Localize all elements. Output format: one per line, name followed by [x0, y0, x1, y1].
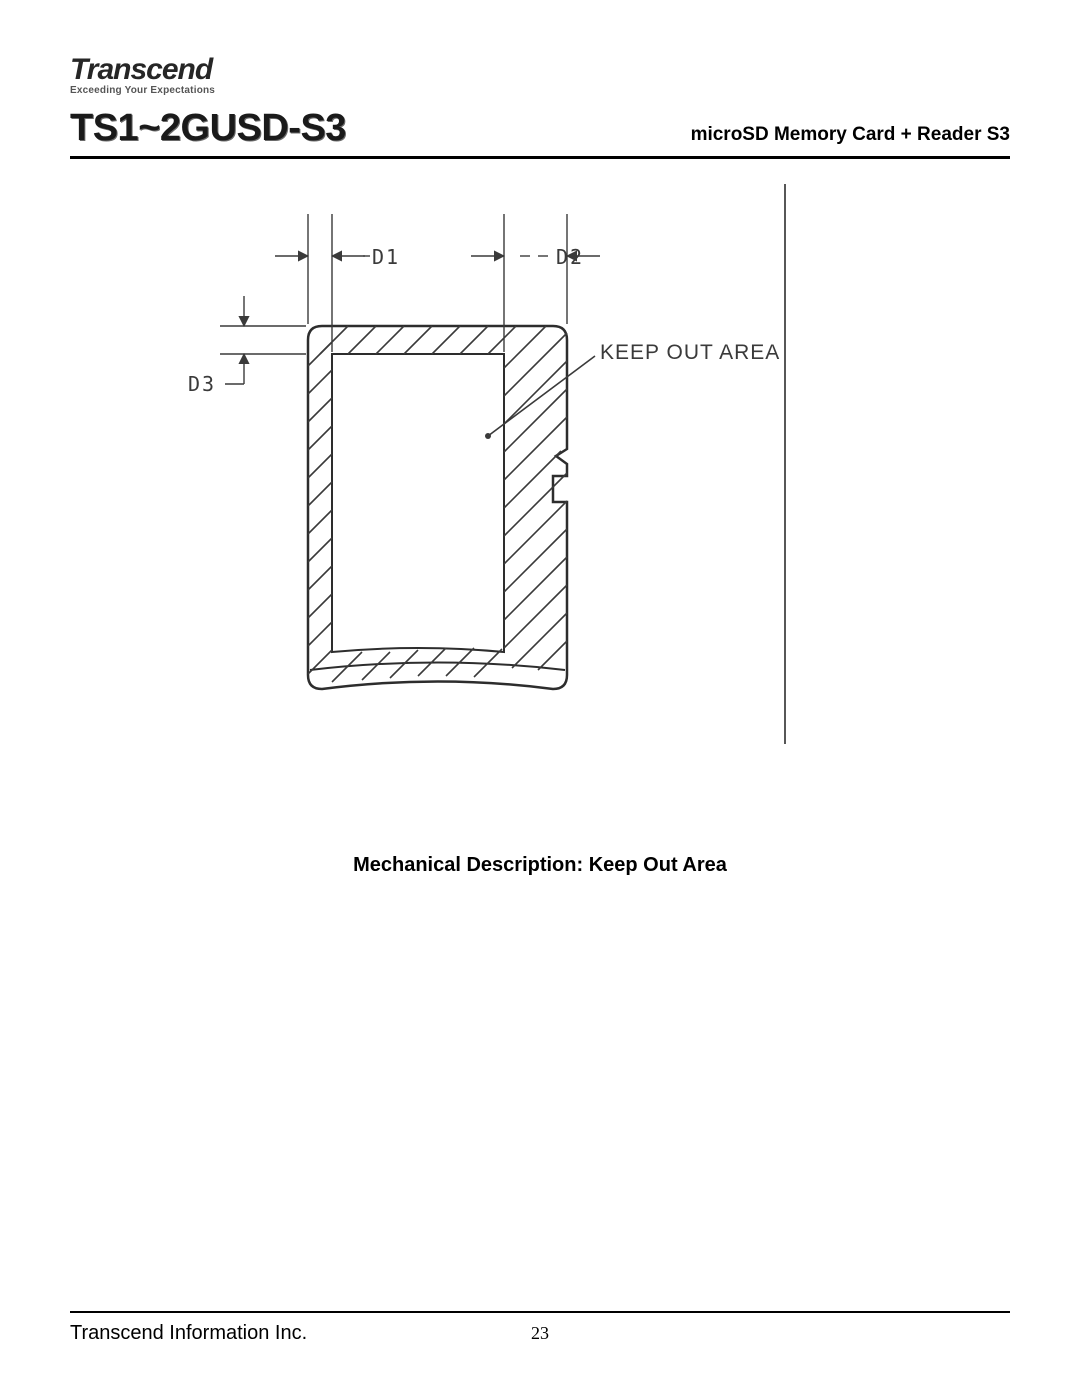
- dim-d3-label: D3: [188, 372, 216, 396]
- title-row: TS1~2GUSD-S3 microSD Memory Card + Reade…: [70, 107, 1010, 156]
- figure-caption: Mechanical Description: Keep Out Area: [70, 854, 1010, 877]
- product-description: microSD Memory Card + Reader S3: [691, 124, 1010, 150]
- brand-name: Transcend: [70, 55, 1010, 85]
- footer-row: Transcend Information Inc. 23: [70, 1322, 1010, 1345]
- footer-rule: [70, 1311, 1010, 1313]
- brand-logo: Transcend Exceeding Your Expectations: [70, 55, 1010, 105]
- keepout-callout-label: KEEP OUT AREA: [600, 341, 780, 364]
- brand-tagline: Exceeding Your Expectations: [70, 85, 1010, 96]
- page-number: 23: [531, 1323, 549, 1344]
- footer-company: Transcend Information Inc.: [70, 1322, 307, 1345]
- dim-d2-label: D2: [556, 245, 584, 269]
- dim-d1-label: D1: [372, 245, 400, 269]
- header-rule: [70, 156, 1010, 159]
- product-code: TS1~2GUSD-S3: [70, 107, 346, 150]
- mechanical-figure: D1 D2 D3 KEEP OUT AREA: [70, 184, 1010, 824]
- keepout-diagram-svg: D1 D2 D3 KEEP OUT AREA: [70, 184, 1010, 824]
